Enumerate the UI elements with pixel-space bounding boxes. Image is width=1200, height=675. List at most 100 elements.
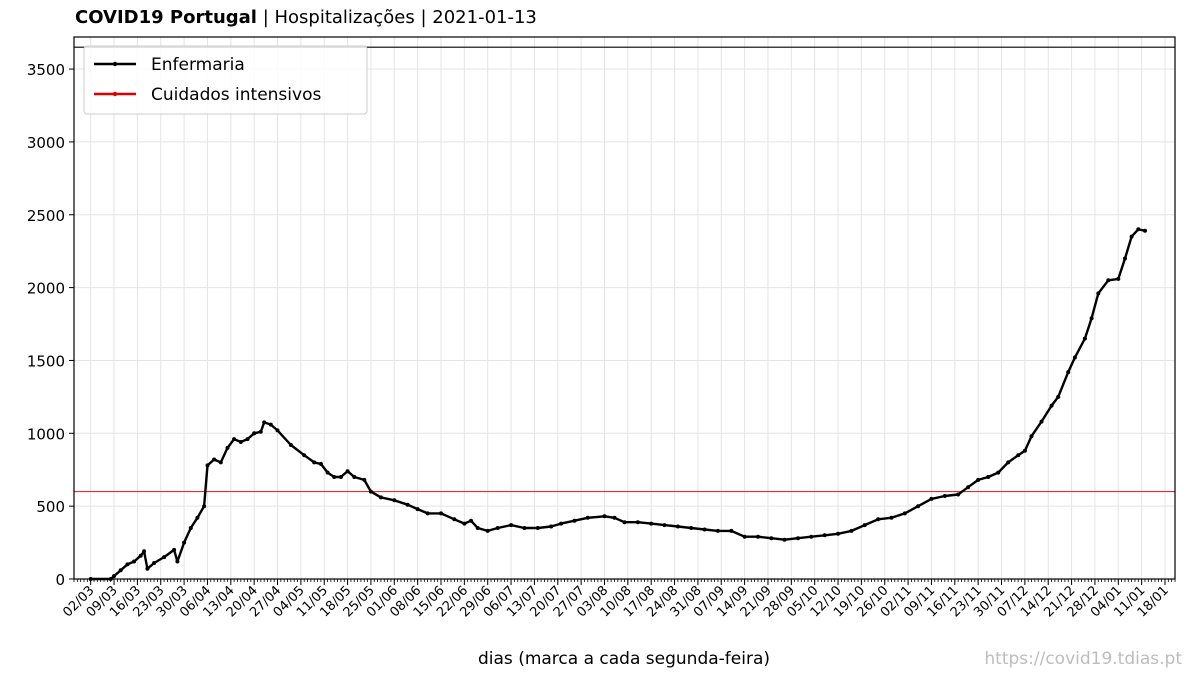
data-point (715, 528, 720, 533)
data-point (729, 528, 734, 533)
data-point (138, 553, 143, 558)
data-point (809, 534, 814, 539)
data-point (849, 528, 854, 533)
data-point (378, 495, 383, 500)
data-point (112, 574, 116, 579)
data-point (585, 515, 590, 520)
data-point (495, 526, 500, 530)
data-point (405, 502, 410, 507)
source-url: https://covid19.tdias.pt (984, 649, 1182, 669)
data-point (162, 555, 167, 560)
data-point (522, 526, 527, 530)
data-point (769, 536, 774, 541)
data-point (325, 470, 330, 475)
series-line (90, 228, 1146, 581)
y-tick-label: 500 (36, 498, 65, 516)
series-layer (88, 227, 1147, 581)
data-point (1029, 434, 1034, 439)
legend: Enfermaria Cuidados intensivos (83, 45, 368, 115)
data-point (392, 498, 397, 503)
data-point (929, 496, 934, 501)
data-point (145, 566, 150, 571)
data-point (425, 511, 430, 516)
data-point (559, 521, 564, 526)
data-point (268, 422, 273, 427)
data-point (622, 520, 627, 525)
data-point (535, 526, 540, 530)
chart-title-rest: | Hospitalizações | 2021-01-13 (257, 7, 537, 28)
data-point (986, 475, 991, 479)
y-tick-label: 2000 (27, 280, 65, 298)
data-point (902, 511, 907, 516)
data-point (338, 475, 343, 479)
data-point (202, 504, 207, 509)
data-point (212, 457, 217, 462)
data-point (345, 469, 350, 474)
y-tick-label: 3500 (27, 61, 65, 79)
data-point (602, 514, 607, 519)
chart-title-bold: COVID19 Portugal (75, 7, 257, 28)
data-point (862, 523, 867, 528)
data-point (689, 526, 694, 530)
data-point (756, 534, 760, 539)
y-tick-label: 1500 (27, 352, 65, 370)
data-point (1096, 291, 1101, 296)
data-point (152, 561, 157, 565)
data-point (1016, 453, 1021, 458)
data-point (1006, 460, 1011, 465)
data-point (1066, 370, 1071, 375)
x-axis: 02/0309/0316/0323/0330/0306/0413/0420/04… (60, 579, 1176, 620)
grid-layer (74, 37, 1175, 580)
data-point (352, 475, 357, 479)
data-point (916, 504, 921, 509)
data-point (1089, 316, 1094, 321)
data-point (876, 517, 881, 522)
data-point (782, 537, 787, 542)
data-point (302, 453, 307, 458)
data-point (966, 485, 971, 490)
data-point (1072, 355, 1077, 360)
data-point (796, 536, 800, 541)
data-point (1082, 336, 1087, 341)
data-point (362, 477, 367, 482)
data-point (238, 440, 243, 444)
data-point (822, 533, 827, 538)
data-point (439, 511, 443, 516)
legend-box (83, 45, 368, 115)
data-point (976, 477, 981, 482)
data-point (195, 515, 200, 520)
data-point (1056, 394, 1061, 399)
data-point (612, 515, 617, 520)
data-point (1123, 256, 1127, 261)
data-point (1136, 227, 1141, 232)
data-point (1049, 403, 1054, 408)
data-point (469, 518, 473, 523)
data-point (742, 534, 747, 539)
data-point (142, 549, 147, 554)
legend-label: Enfermaria (151, 55, 245, 75)
data-point (1022, 448, 1027, 453)
data-point (118, 568, 123, 573)
data-point (1143, 228, 1147, 233)
data-point (172, 547, 177, 552)
data-point (188, 526, 193, 530)
data-point (225, 445, 230, 450)
legend-label: Cuidados intensivos (151, 85, 321, 105)
y-axis: 0 500 1000 1500 2000 2500 3000 3500 (27, 61, 74, 589)
y-tick-label: 0 (55, 571, 65, 589)
data-point (125, 562, 130, 567)
data-point (509, 523, 514, 528)
data-point (549, 524, 554, 529)
y-tick-label: 2500 (27, 207, 65, 225)
data-point (312, 460, 317, 465)
legend-marker (112, 91, 118, 97)
data-point (182, 540, 187, 545)
data-point (288, 443, 293, 447)
data-point (462, 521, 467, 526)
plot-frame (73, 36, 1176, 580)
data-point (942, 494, 947, 498)
data-point (232, 437, 237, 442)
data-point (452, 517, 457, 522)
